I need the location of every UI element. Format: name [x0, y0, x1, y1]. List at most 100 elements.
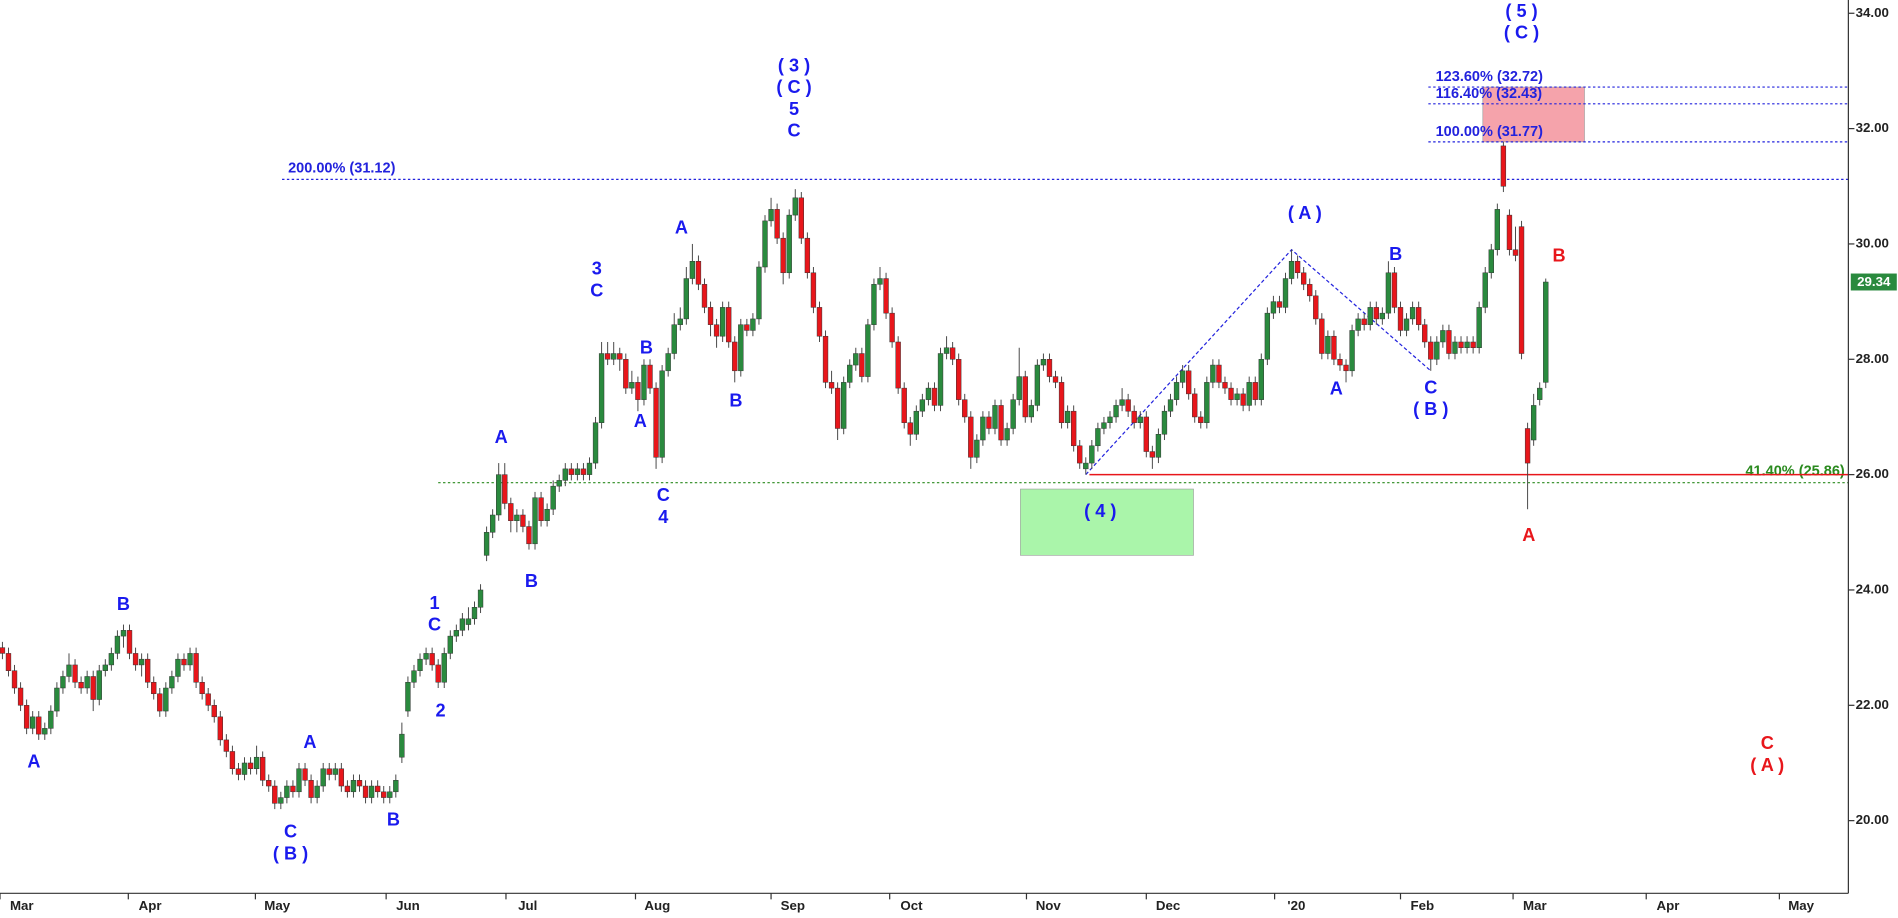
candle-body — [780, 237, 786, 274]
candle-body — [1301, 272, 1307, 285]
candle-body — [1228, 387, 1234, 400]
candle-body — [617, 353, 623, 360]
candle-body — [138, 658, 145, 666]
zones — [1020, 86, 1585, 556]
candle-body — [477, 589, 484, 608]
wave-label: A — [495, 427, 508, 447]
zone — [1482, 86, 1585, 143]
candle-body — [114, 635, 121, 654]
candle-body — [393, 780, 399, 793]
candle-body — [786, 214, 792, 274]
wave-label: B — [525, 571, 538, 591]
candle-body — [332, 768, 338, 775]
candle-body — [1397, 307, 1404, 331]
candle-body — [235, 768, 242, 775]
candle-body — [532, 497, 538, 545]
wave-label: B — [729, 391, 742, 411]
candle-body — [1494, 209, 1501, 250]
wave-label: 5 — [789, 99, 799, 119]
candle-body — [804, 237, 811, 274]
candle-body — [429, 653, 435, 666]
candle-body — [465, 618, 472, 625]
candle-body — [423, 653, 429, 660]
candle-body — [719, 307, 726, 337]
candle-body — [980, 416, 986, 441]
candle-body — [66, 664, 72, 677]
y-tick-label: 28.00 — [1856, 351, 1889, 366]
wave-label: B — [117, 594, 130, 614]
candle-body — [962, 399, 968, 418]
candle-body — [937, 353, 944, 406]
candle-body — [375, 785, 381, 793]
candle-body — [756, 266, 762, 320]
candle-body — [1325, 335, 1331, 354]
candle-body — [1270, 301, 1277, 314]
candle-body — [1458, 341, 1464, 348]
candle-body — [247, 762, 254, 769]
candle-body — [1349, 330, 1355, 372]
candle-body — [1530, 405, 1537, 441]
candle-body — [1524, 428, 1531, 464]
candle-body — [1204, 382, 1210, 423]
candle-body — [1282, 278, 1289, 308]
candle-body — [417, 658, 423, 671]
candle-body — [502, 474, 508, 504]
wave-label: ( C ) — [1504, 23, 1539, 43]
candle-body — [1137, 416, 1143, 423]
candle-body — [1506, 214, 1513, 250]
candle-body — [447, 635, 453, 654]
candle-body — [1028, 405, 1034, 418]
candle-body — [1143, 416, 1149, 452]
candle-body — [278, 797, 284, 804]
candle-body — [1488, 249, 1494, 274]
candle-body — [1016, 376, 1022, 400]
candle-body — [1446, 330, 1452, 354]
candle-body — [1155, 434, 1162, 458]
candle-body — [683, 278, 689, 320]
candle-body — [272, 785, 278, 804]
candle-body — [762, 220, 768, 268]
wave-label: 1 — [430, 593, 440, 613]
candle-body — [1434, 341, 1440, 360]
wave-label: C — [284, 822, 297, 842]
candle-body — [266, 780, 272, 787]
candle-body — [986, 416, 992, 429]
candle-body — [169, 676, 175, 689]
candle-body — [1107, 416, 1113, 423]
candle-body — [411, 670, 417, 683]
candle-body — [302, 768, 308, 781]
candle-body — [871, 284, 877, 325]
levels: 200.00% (31.12) 123.60% (32.72)116.40% (3… — [282, 69, 1849, 484]
candle-body — [1125, 399, 1131, 412]
candle-body — [822, 335, 829, 383]
candle-body — [943, 347, 950, 354]
candle-body — [732, 341, 738, 372]
fib-level-label: 100.00% (31.77) — [1436, 124, 1543, 140]
candle-body — [211, 705, 217, 718]
candle-body — [1313, 295, 1319, 320]
candle-body — [623, 359, 629, 389]
candle-body — [151, 681, 157, 695]
candle-body — [42, 728, 48, 735]
candle-body — [931, 387, 938, 406]
wave-label: C — [788, 121, 801, 141]
candle-body — [907, 422, 913, 435]
fib-level-label: 41.40% (25.86) — [1745, 464, 1844, 480]
candle-body — [883, 278, 889, 314]
candle-body — [405, 681, 411, 712]
wave-label: C — [1424, 377, 1437, 397]
candle-body — [1294, 261, 1301, 274]
candle-body — [641, 364, 647, 400]
candle-body — [1149, 451, 1156, 458]
x-tick-label: May — [1788, 898, 1814, 913]
candle-body — [356, 780, 363, 787]
candle-body — [1337, 359, 1343, 366]
candle-body — [36, 716, 42, 735]
wave-label: B — [1553, 245, 1566, 265]
candle-body — [314, 785, 320, 798]
candle-body — [865, 324, 871, 377]
wave-label: 3 — [592, 259, 602, 279]
